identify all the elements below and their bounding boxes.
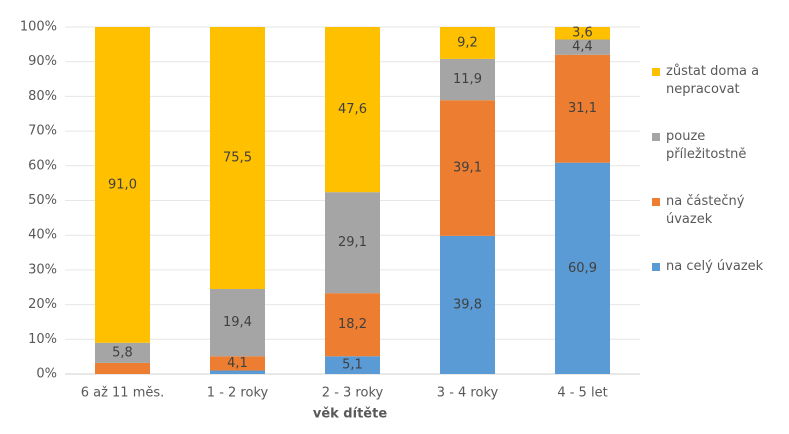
data-label: 19,4: [223, 315, 252, 330]
bar-segment: [555, 27, 610, 40]
legend-item: pouze příležitostně: [652, 128, 772, 164]
bar-segment: [95, 27, 150, 343]
bar-segment: [555, 54, 610, 163]
bar-segment: [325, 356, 380, 374]
legend-item: zůstat doma a nepracovat: [652, 63, 772, 99]
legend-label: zůstat doma a nepracovat: [666, 64, 760, 97]
data-label: 60,9: [568, 261, 597, 276]
bar-segment: [555, 39, 610, 55]
data-label: 75,5: [223, 150, 252, 165]
data-label: 5,1: [342, 358, 363, 373]
data-label: 47,6: [338, 102, 367, 117]
legend-item: na celý úvazek: [652, 258, 772, 276]
y-tick-label: 80%: [28, 89, 57, 104]
y-tick-label: 100%: [20, 20, 57, 35]
bar-segment: [325, 192, 380, 294]
x-tick-label: 1 - 2 roky: [207, 386, 269, 401]
x-tick-label: 6 až 11 měs.: [81, 386, 165, 401]
data-label: 39,1: [453, 161, 482, 176]
data-label: 31,1: [568, 101, 597, 116]
bar-segment: [210, 288, 265, 357]
y-tick-label: 30%: [28, 262, 57, 277]
legend-label: na částečný úvazek: [666, 194, 745, 227]
legend-swatch: [652, 68, 660, 76]
bar-segment: [440, 27, 495, 59]
y-tick-label: 40%: [28, 228, 57, 243]
bar-segment: [440, 235, 495, 374]
data-label: 39,8: [453, 297, 482, 312]
y-tick-label: 0%: [36, 367, 57, 382]
y-tick-label: 20%: [28, 297, 57, 312]
y-tick-label: 70%: [28, 124, 57, 139]
data-label: 29,1: [338, 235, 367, 250]
bar-segment: [210, 370, 265, 374]
legend-swatch: [652, 198, 660, 206]
bar-segment: [325, 293, 380, 357]
data-label: 4,4: [572, 40, 593, 55]
data-label: 91,0: [108, 177, 137, 192]
data-label: 3,6: [572, 26, 593, 41]
bar-segment: [95, 342, 150, 363]
bar-segment: [555, 162, 610, 374]
legend-label: pouze příležitostně: [666, 129, 747, 162]
x-tick-label: 2 - 3 roky: [322, 386, 384, 401]
x-tick-label: 3 - 4 roky: [437, 386, 499, 401]
bar-segment: [210, 356, 265, 371]
data-label: 9,2: [457, 35, 478, 50]
bar-segment: [440, 100, 495, 236]
bar-segment: [210, 27, 265, 289]
bar-segment: [95, 362, 150, 374]
legend-swatch: [652, 133, 660, 141]
x-tick-label: 4 - 5 let: [557, 386, 607, 401]
legend-label: na celý úvazek: [666, 259, 764, 274]
data-label: 4,1: [227, 356, 248, 371]
data-label: 5,8: [112, 345, 133, 360]
y-tick-label: 10%: [28, 332, 57, 347]
data-label: 18,2: [338, 317, 367, 332]
x-axis-title: věk dítěte: [313, 407, 387, 422]
data-label: 11,9: [453, 72, 482, 87]
y-tick-label: 90%: [28, 54, 57, 69]
y-tick-label: 60%: [28, 158, 57, 173]
bar-segment: [325, 27, 380, 193]
legend-item: na částečný úvazek: [652, 193, 772, 229]
legend-swatch: [652, 263, 660, 271]
y-tick-label: 50%: [28, 193, 57, 208]
bar-segment: [440, 58, 495, 101]
